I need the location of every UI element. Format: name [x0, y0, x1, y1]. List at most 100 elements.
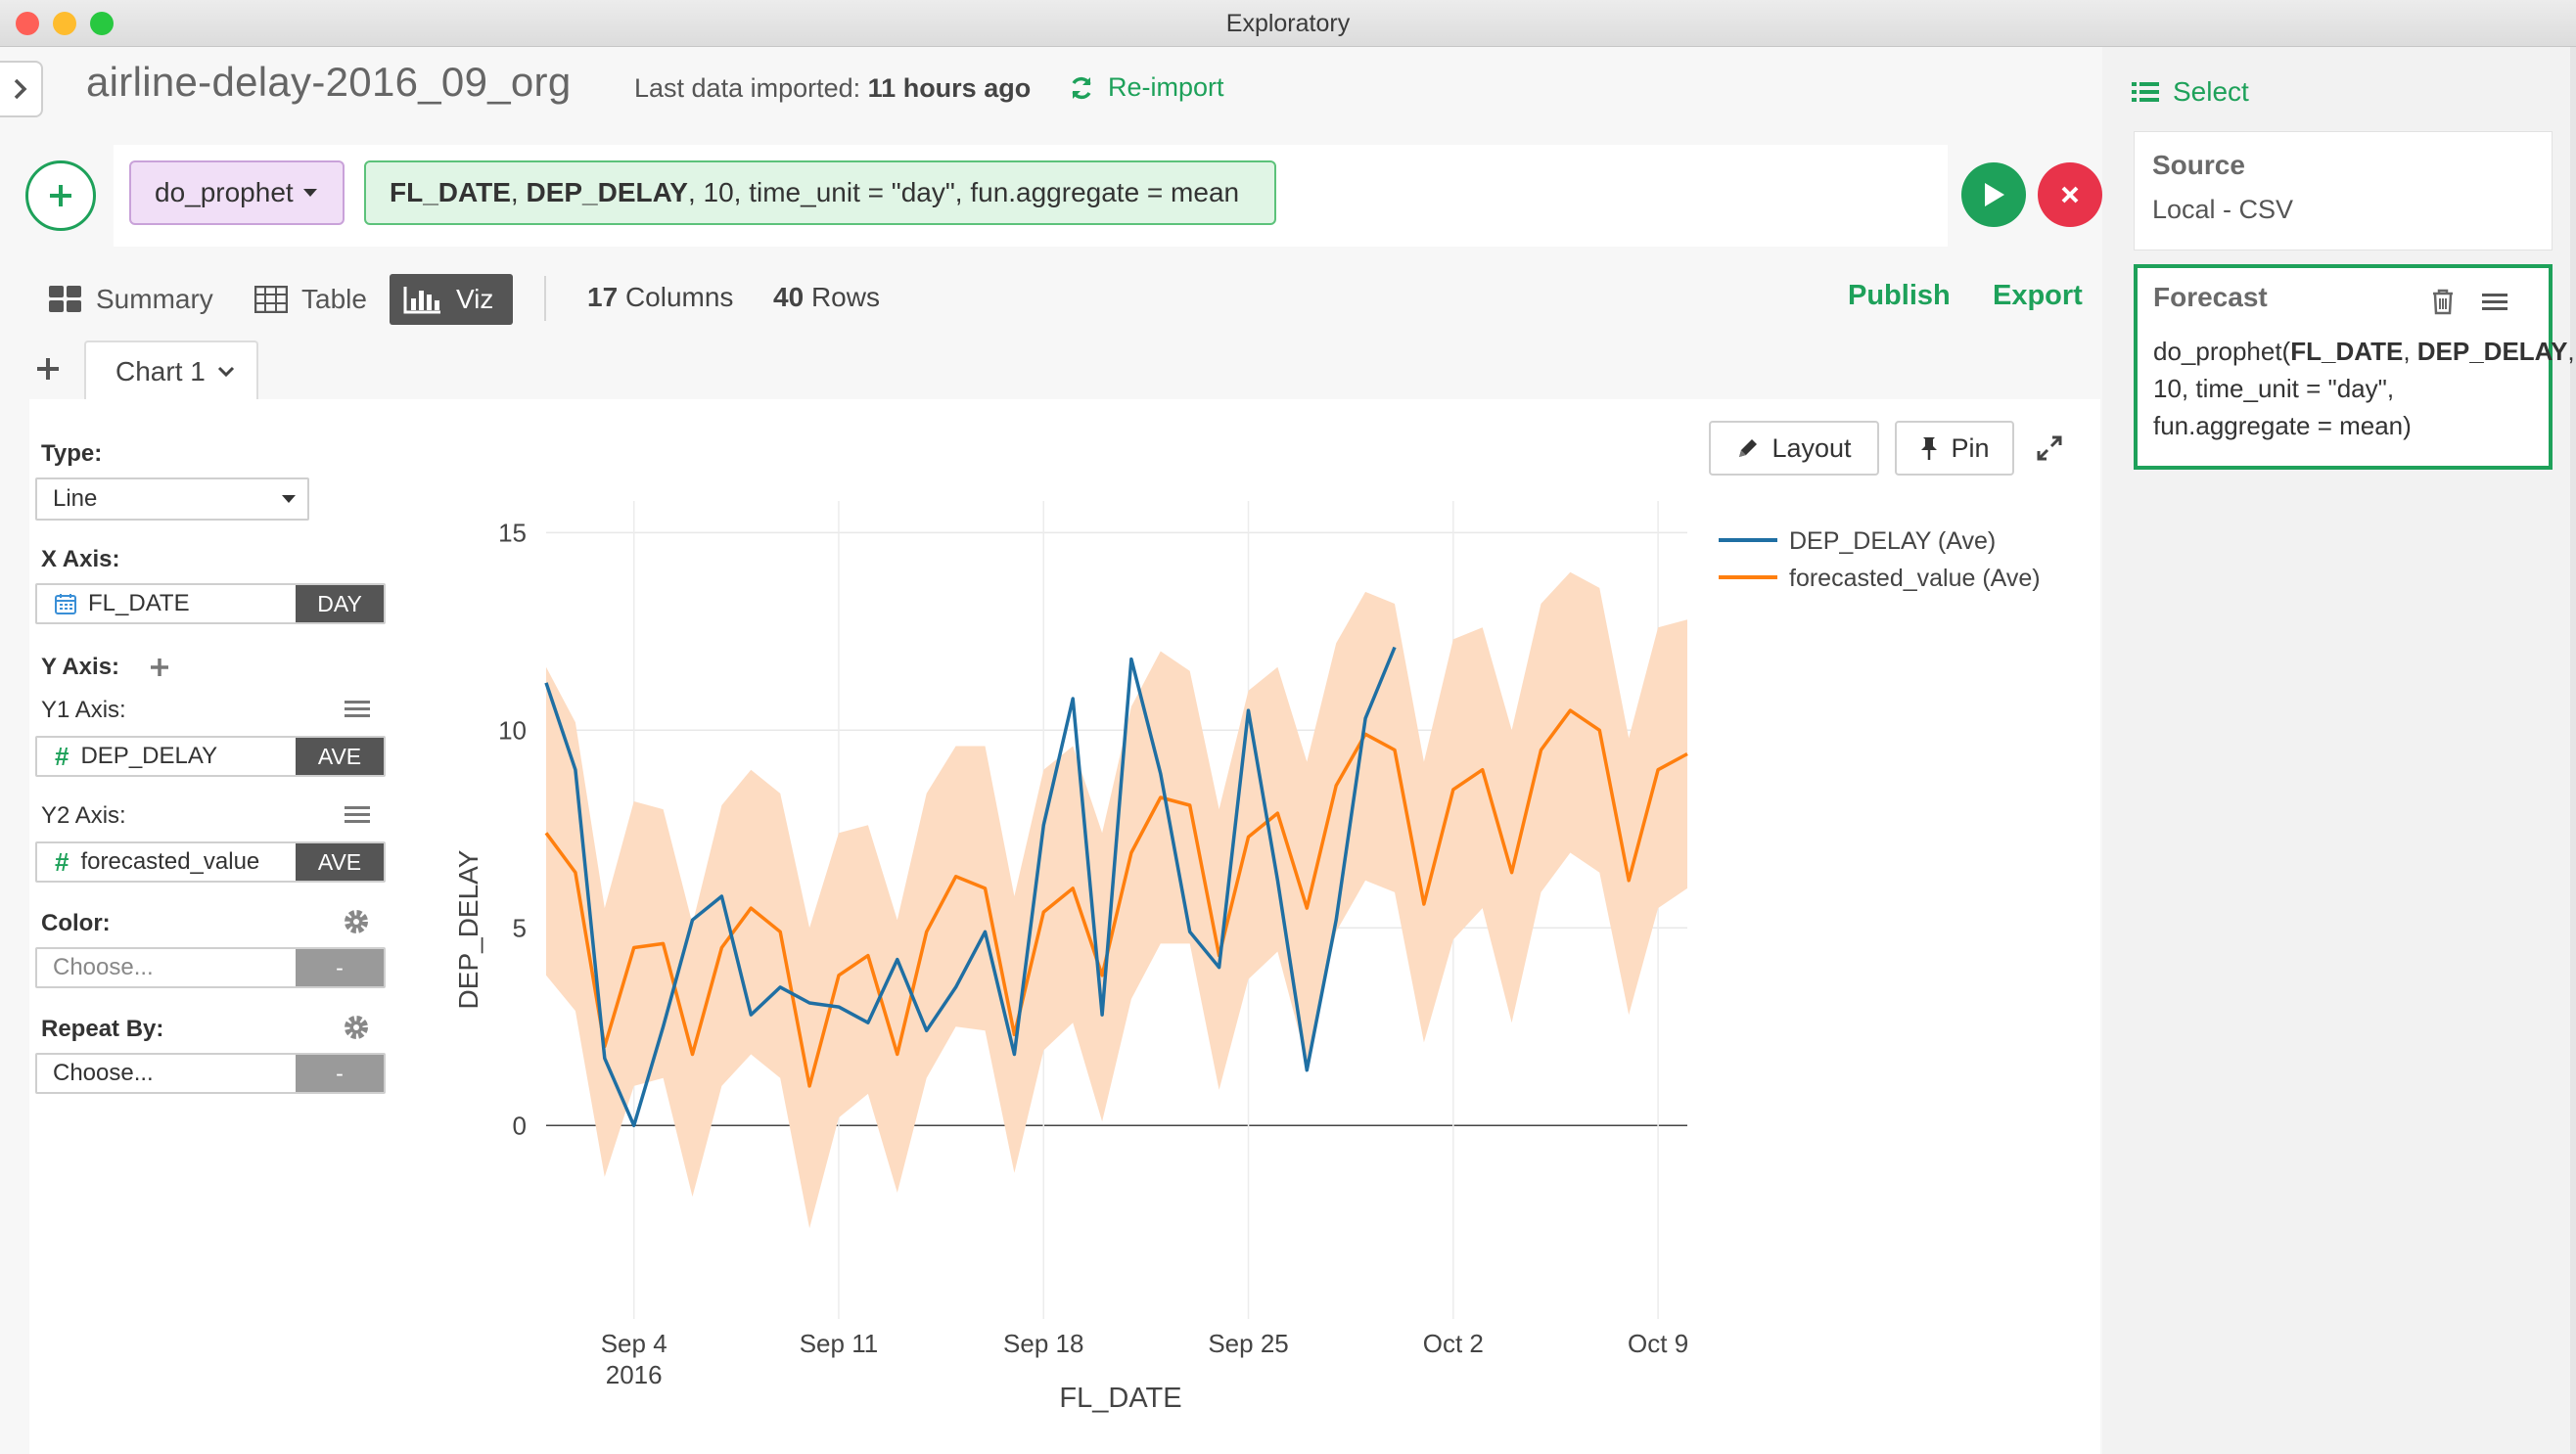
y1-axis-field-name: DEP_DELAY	[80, 743, 218, 769]
calendar-icon	[55, 594, 76, 614]
y1-menu-icon[interactable]	[345, 697, 370, 721]
gear-icon[interactable]	[343, 1014, 370, 1041]
chart-type-select[interactable]: Line	[35, 477, 309, 521]
legend-item[interactable]: DEP_DELAY (Ave)	[1789, 527, 1996, 555]
x-tick-label: Oct 2	[1423, 1329, 1484, 1358]
pin-button[interactable]: Pin	[1895, 421, 2014, 476]
command-function-select[interactable]: do_prophet	[129, 160, 345, 225]
close-window-button[interactable]	[16, 12, 39, 35]
close-icon	[2061, 186, 2079, 204]
layout-button[interactable]: Layout	[1709, 421, 1879, 476]
step-arg-1: FL_DATE	[2290, 337, 2404, 366]
x-tick-label: Sep 4	[601, 1329, 667, 1358]
command-arg-1: FL_DATE	[390, 177, 511, 207]
command-arg-2: DEP_DELAY	[526, 177, 688, 207]
caret-down-icon	[302, 189, 317, 197]
command-sep: ,	[510, 177, 527, 207]
plus-icon	[37, 358, 59, 380]
row-count: 40 Rows	[773, 282, 880, 313]
color-field[interactable]: Choose... -	[35, 947, 386, 988]
right-panel	[2102, 47, 2576, 1454]
y1-aggregate-button[interactable]: AVE	[296, 738, 384, 775]
y2-menu-icon[interactable]	[345, 802, 370, 827]
plus-icon	[50, 185, 71, 206]
column-count-number: 17	[587, 282, 619, 312]
table-icon	[254, 286, 288, 313]
hash-icon: #	[55, 741, 69, 771]
refresh-icon	[1072, 76, 1091, 99]
column-count-label: Columns	[624, 282, 734, 312]
cancel-button[interactable]	[2038, 162, 2102, 227]
series-line-actual[interactable]	[544, 646, 1397, 1128]
x-tick-label: Sep 18	[1003, 1329, 1083, 1358]
step-arg-2: DEP_DELAY	[2416, 337, 2568, 366]
step-fn: do_prophet(	[2153, 337, 2291, 366]
reimport-label: Re-import	[1108, 72, 1224, 102]
y1-axis-label: Y1 Axis:	[41, 697, 126, 723]
pin-button-label: Pin	[1951, 432, 1990, 463]
tab-summary-label: Summary	[96, 284, 213, 314]
chevron-right-icon	[14, 78, 27, 100]
x-axis-field[interactable]: FL_DATE DAY	[35, 583, 386, 624]
forecast-step-command: do_prophet(FL_DATE, DEP_DELAY, 10, time_…	[2153, 333, 2575, 444]
x-tick-sublabel: 2016	[606, 1360, 663, 1389]
series-line-forecast[interactable]	[544, 708, 1688, 1088]
reimport-link[interactable]: Re-import	[1069, 72, 1224, 103]
x-axis-title: FL_DATE	[1059, 1383, 1181, 1414]
add-chart-button[interactable]	[35, 356, 61, 386]
layout-button-label: Layout	[1771, 432, 1852, 463]
repeat-by-aggregate-button[interactable]: -	[296, 1055, 384, 1092]
add-step-button[interactable]	[25, 160, 96, 231]
tab-viz-label: Viz	[456, 284, 494, 314]
chart-tab[interactable]: Chart 1	[84, 341, 258, 401]
color-aggregate-button[interactable]: -	[296, 949, 384, 986]
grid-icon	[49, 286, 81, 312]
export-button[interactable]: Export	[1993, 280, 2083, 311]
expand-icon[interactable]	[2036, 434, 2063, 462]
list-icon	[2132, 82, 2159, 102]
select-steps-link[interactable]: Select	[2132, 76, 2249, 108]
sidebar-toggle-button[interactable]	[0, 61, 43, 117]
trash-icon[interactable]	[2431, 288, 2455, 315]
tab-viz[interactable]: Viz	[390, 274, 513, 325]
import-label: Last data imported:	[634, 73, 861, 103]
plus-icon[interactable]	[149, 657, 170, 678]
right-scrollbar[interactable]	[2570, 47, 2576, 1454]
forecast-step-card[interactable]: Forecast do_prophet(FL_DATE, DEP_DELAY, …	[2134, 264, 2575, 470]
step-menu-icon[interactable]	[2482, 290, 2507, 314]
command-function-name: do_prophet	[155, 177, 294, 207]
step-rest: , 10, time_unit = "day", fun.aggregate =…	[2153, 337, 2575, 440]
pin-icon	[1921, 437, 1938, 460]
row-count-number: 40	[773, 282, 805, 312]
run-button[interactable]	[1961, 162, 2026, 227]
x-axis-unit-button[interactable]: DAY	[296, 585, 384, 622]
pencil-icon	[1739, 439, 1758, 457]
play-icon	[1985, 183, 2004, 206]
legend-item[interactable]: forecasted_value (Ave)	[1789, 565, 2041, 592]
y2-axis-field[interactable]: # forecasted_value AVE	[35, 841, 386, 883]
tab-summary[interactable]: Summary	[35, 274, 227, 325]
y2-aggregate-button[interactable]: AVE	[296, 843, 384, 881]
y-tick-label: 0	[513, 1111, 527, 1140]
y-tick-label: 5	[513, 913, 527, 942]
repeat-by-field[interactable]: Choose... -	[35, 1053, 386, 1094]
forecast-step-title: Forecast	[2153, 282, 2268, 312]
x-tick-label: Sep 25	[1208, 1329, 1288, 1358]
bar-chart-icon	[403, 287, 440, 314]
y-axis-title: DEP_DELAY	[453, 849, 483, 1009]
minimize-window-button[interactable]	[53, 12, 76, 35]
publish-button[interactable]: Publish	[1848, 280, 1951, 311]
gear-icon[interactable]	[343, 908, 370, 935]
command-arguments-input[interactable]: FL_DATE , DEP_DELAY , 10, time_unit = "d…	[364, 160, 1276, 225]
y2-axis-field-name: forecasted_value	[80, 848, 260, 875]
chart-type-value: Line	[53, 485, 98, 512]
import-time: 11 hours ago	[867, 73, 1032, 103]
tab-table[interactable]: Table	[241, 274, 381, 325]
type-label: Type:	[41, 440, 103, 467]
source-step-card[interactable]: Source Local - CSV	[2134, 131, 2553, 250]
y-axis-header: Y Axis:	[41, 654, 170, 681]
y1-axis-field[interactable]: # DEP_DELAY AVE	[35, 736, 386, 777]
maximize-window-button[interactable]	[90, 12, 114, 35]
chevron-down-icon	[217, 366, 234, 378]
